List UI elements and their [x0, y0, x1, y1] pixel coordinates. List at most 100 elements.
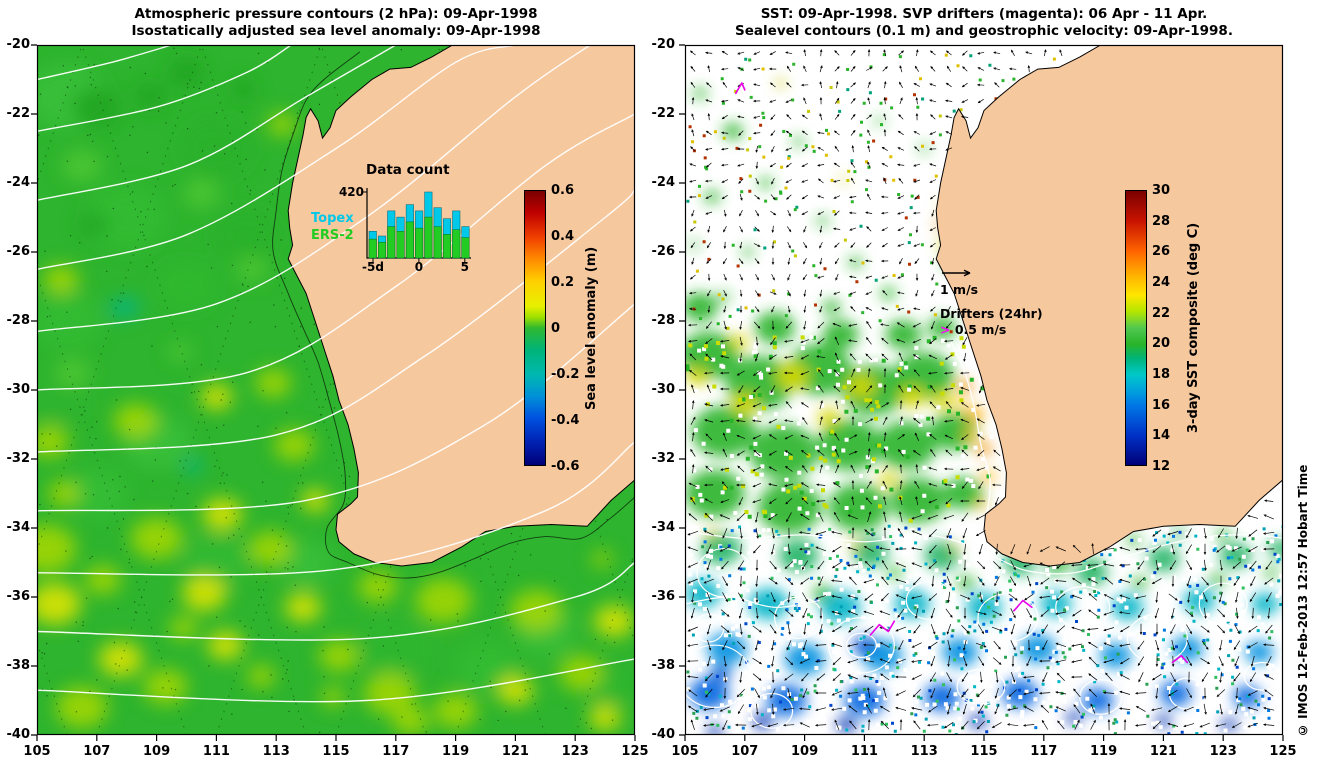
- x-tick-label: 115: [322, 744, 350, 759]
- x-tick-label: 113: [910, 744, 938, 759]
- copyright-credit: © IMOS 12-Feb-2013 12:57 Hobart Time: [1296, 464, 1310, 737]
- velocity-arrow-icon: [942, 269, 971, 277]
- y-tick-label: -34: [651, 520, 676, 535]
- colorbar-tick-label: -0.6: [551, 459, 580, 474]
- y-tick-label: -20: [651, 37, 676, 52]
- colorbar-tick-label: -0.2: [551, 367, 580, 382]
- x-tick-label: 109: [143, 744, 171, 759]
- x-tick-label: 111: [202, 744, 230, 759]
- colorbar-tick-label: 0.4: [551, 229, 575, 244]
- colorbar-tick-label: -0.4: [551, 413, 580, 428]
- velocity-arrows: [686, 48, 1275, 731]
- x-tick-label: 119: [1090, 744, 1118, 759]
- sst-speckles: [685, 53, 1283, 735]
- y-tick-label: -38: [6, 658, 31, 673]
- x-tick-label: 111: [850, 744, 878, 759]
- y-tick-label: -28: [6, 313, 31, 328]
- colorbar-tick-label: 22: [1152, 305, 1171, 321]
- inset-x-tick-label: 5: [461, 260, 469, 274]
- colorbar-tick-label: 30: [1152, 183, 1171, 198]
- y-tick-label: -32: [651, 451, 676, 466]
- x-tick-label: 107: [83, 744, 111, 759]
- x-tick-label: 125: [621, 744, 649, 759]
- colorbar-tick-label: 0.6: [551, 183, 575, 198]
- y-tick-label: -22: [6, 106, 31, 121]
- colorbar-tick-label: 0: [551, 321, 561, 336]
- left-title-line2: Isostatically adjusted sea level anomaly…: [131, 22, 541, 39]
- left-title-line1: Atmospheric pressure contours (2 hPa): 0…: [134, 6, 538, 22]
- sst-colorbar: [1125, 190, 1147, 466]
- sla-field: [37, 58, 635, 735]
- right-title-line2: Sealevel contours (0.1 m) and geostrophi…: [735, 22, 1233, 39]
- drifters-label: Drifters (24hr): [940, 306, 1043, 321]
- data-count-chart: 420 -5d 0 5: [339, 185, 471, 274]
- sla-colorbar: [524, 190, 546, 466]
- x-tick-label: 107: [731, 744, 759, 759]
- altimeter-tracks: [37, 45, 635, 735]
- velocity-scale-label: 1 m/s: [940, 282, 979, 297]
- y-tick-label: -30: [6, 382, 31, 397]
- colorbar-tick-label: 16: [1152, 397, 1171, 413]
- y-tick-label: -26: [651, 244, 676, 259]
- axes-frame: [31, 44, 636, 741]
- y-tick-label: -20: [6, 37, 31, 52]
- y-tick-label: -26: [6, 244, 31, 259]
- sla-colorbar-label: Sea level anomaly (m): [584, 246, 599, 410]
- y-tick-label: -38: [651, 658, 676, 673]
- inset-title: Data count: [366, 162, 450, 178]
- y-tick-label: -34: [6, 520, 31, 535]
- shelf-contour: [272, 51, 635, 579]
- drifter-tracks: [735, 82, 1189, 664]
- sealevel-contours: [685, 341, 1283, 729]
- colorbar-tick-label: 14: [1152, 428, 1171, 444]
- x-tick-label: 117: [382, 744, 410, 759]
- velocity-legend: 1 m/s Drifters (24hr) > 0.5 m/s: [940, 266, 1070, 337]
- y-tick-label: -30: [651, 382, 676, 397]
- x-tick-label: 121: [1149, 744, 1177, 759]
- left-panel-title: Atmospheric pressure contours (2 hPa): 0…: [37, 6, 635, 39]
- x-tick-label: 115: [970, 744, 998, 759]
- x-tick-label: 123: [561, 744, 589, 759]
- sst-map-canvas: [679, 44, 1284, 741]
- colorbar-tick-label: 20: [1152, 336, 1171, 352]
- axes-frame: [679, 44, 1284, 741]
- x-tick-label: 123: [1209, 744, 1237, 759]
- colorbar-tick-label: 18: [1152, 367, 1171, 382]
- land-polygon: [287, 45, 635, 567]
- colorbar-tick-label: 12: [1152, 459, 1171, 474]
- inset-x-tick-label: 0: [415, 260, 423, 274]
- right-title-line1: SST: 09-Apr-1998. SVP drifters (magenta)…: [760, 6, 1208, 22]
- x-tick-label: 117: [1030, 744, 1058, 759]
- drifter-speed-label: 0.5 m/s: [954, 322, 1007, 337]
- colorbar-tick-label: 28: [1152, 213, 1171, 229]
- inset-ymax-label: 420: [339, 185, 364, 199]
- sst-colorbar-label: 3-day SST composite (deg C): [1186, 222, 1201, 434]
- right-panel-title: SST: 09-Apr-1998. SVP drifters (magenta)…: [685, 6, 1283, 39]
- pressure-contours: [37, 45, 635, 703]
- x-tick-label: 121: [501, 744, 529, 759]
- y-tick-label: -28: [651, 313, 676, 328]
- x-tick-label: 109: [791, 744, 819, 759]
- x-tick-label: 105: [671, 744, 699, 759]
- x-tick-label: 119: [442, 744, 470, 759]
- y-tick-label: -36: [6, 589, 31, 604]
- colorbar-tick-label: 0.2: [551, 275, 575, 290]
- y-tick-label: -36: [651, 589, 676, 604]
- drifter-symbol: >: [940, 322, 951, 337]
- y-tick-label: -40: [651, 727, 676, 742]
- inset-x-tick-label: -5d: [362, 260, 384, 274]
- x-tick-label: 113: [262, 744, 290, 759]
- inset-legend-topex: Topex: [311, 211, 354, 226]
- colorbar-tick-label: 26: [1152, 244, 1171, 260]
- y-tick-label: -40: [6, 727, 31, 742]
- inset-legend-ers2: ERS-2: [311, 228, 354, 243]
- x-tick-label: 125: [1269, 744, 1297, 759]
- colorbar-tick-label: 24: [1152, 275, 1171, 290]
- land-polygon: [935, 45, 1283, 567]
- y-tick-label: -22: [651, 106, 676, 121]
- y-tick-label: -24: [6, 175, 31, 190]
- x-tick-label: 105: [23, 744, 51, 759]
- y-tick-label: -32: [6, 451, 31, 466]
- y-tick-label: -24: [651, 175, 676, 190]
